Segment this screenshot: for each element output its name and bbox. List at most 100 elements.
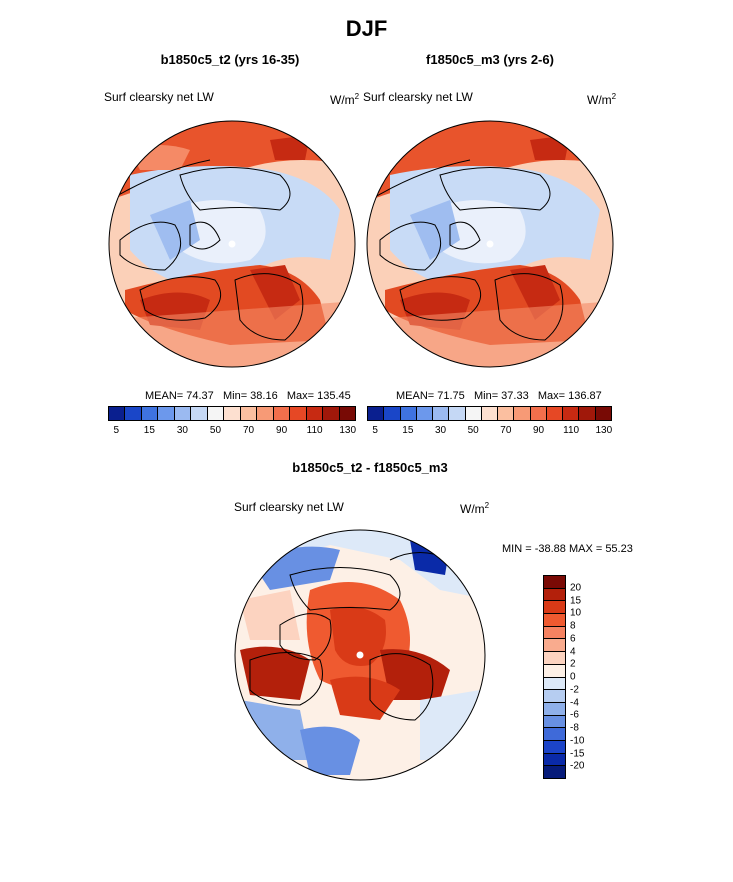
colorbar-swatch [400, 407, 417, 420]
diff-colorbar-swatch [544, 664, 565, 678]
difference-title: b1850c5_t2 - f1850c5_m3 [292, 460, 448, 475]
difference-colorbar-ticks: 20 15 10 8 6 4 2 0 -2 -4 -6 -8 -10 -15 -20 [570, 575, 600, 779]
diff-colorbar-swatch [544, 601, 565, 615]
colorbar-tick-label: 30 [176, 425, 188, 436]
colorbar-swatch [368, 407, 385, 420]
diff-colorbar-swatch [544, 715, 565, 729]
colorbar-swatch [240, 407, 258, 420]
difference-minmax: MIN = -38.88 MAX = 55.23 [502, 543, 633, 555]
colorbar-swatch [433, 407, 450, 420]
diff-colorbar-swatch [544, 728, 565, 741]
diff-colorbar-tick-label: -15 [570, 748, 585, 759]
colorbar-swatch [563, 407, 580, 420]
diff-colorbar-swatch [544, 626, 565, 640]
panel-2-min: Min= 37.33 [473, 390, 529, 402]
diff-colorbar-swatch [544, 766, 565, 778]
colorbar-swatch [579, 407, 596, 420]
colorbar-swatch [595, 407, 611, 420]
panel-2-stats: MEAN= 71.75 Min= 37.33 Max= 136.87 [396, 390, 602, 402]
panel-2-units: W/m2 [587, 92, 616, 107]
colorbar-tick-label: 90 [532, 425, 545, 436]
diff-colorbar-tick-label: 10 [570, 607, 582, 619]
panel-1-variable-label: Surf clearsky net LW [104, 90, 214, 104]
panel-2-units-text: W/m [587, 93, 612, 107]
panel-1-mean: MEAN= 74.37 [145, 390, 214, 402]
colorbar-swatch [224, 407, 241, 420]
difference-map [234, 529, 486, 781]
colorbar-tick-label: 130 [595, 425, 613, 436]
panel-1-colorbar [108, 406, 356, 421]
colorbar-swatch [191, 407, 208, 420]
colorbar-tick-label: 15 [143, 425, 155, 436]
diff-colorbar-tick-label: 0 [570, 671, 576, 683]
colorbar-swatch [109, 407, 126, 420]
colorbar-swatch [174, 407, 192, 420]
diff-colorbar-tick-label: -20 [570, 760, 585, 772]
colorbar-swatch [384, 407, 401, 420]
panel-2-units-sup: 2 [611, 92, 617, 101]
diff-colorbar-swatch [544, 576, 565, 589]
panel-1-max: Max= 135.45 [286, 390, 351, 402]
diff-colorbar-tick-label: 20 [570, 582, 582, 594]
colorbar-tick-label: 110 [306, 425, 323, 436]
diff-colorbar-tick-label: 4 [570, 646, 576, 657]
diff-colorbar-swatch [544, 639, 565, 653]
panel-1-units-text: W/m [330, 93, 355, 107]
panel-2-mean: MEAN= 71.75 [396, 390, 465, 402]
diff-colorbar-tick-label: -4 [570, 697, 579, 708]
panel-2-pole-marker [486, 240, 494, 248]
difference-units-sup: 2 [484, 501, 490, 510]
colorbar-swatch [481, 407, 499, 420]
colorbar-tick-label: 70 [500, 425, 512, 436]
colorbar-swatch [416, 407, 434, 420]
colorbar-swatch [323, 407, 340, 420]
colorbar-swatch [530, 407, 547, 420]
colorbar-swatch [498, 407, 515, 420]
panel-2-colorbar-ticks: 5 15 30 50 70 90 110 130 [367, 425, 612, 439]
colorbar-swatch [207, 407, 225, 420]
diff-colorbar-swatch [544, 588, 565, 602]
difference-pole-marker [356, 651, 364, 659]
colorbar-tick-label: 130 [339, 425, 357, 436]
colorbar-swatch [257, 407, 274, 420]
diff-colorbar-tick-label: 2 [570, 658, 576, 670]
colorbar-tick-label: 50 [467, 425, 479, 436]
panel-1-colorbar-ticks: 5 15 30 50 70 90 110 130 [108, 425, 356, 439]
diff-colorbar-tick-label: 6 [570, 633, 576, 645]
diff-colorbar-swatch [544, 677, 565, 691]
panel-2-colorbar [367, 406, 612, 421]
colorbar-swatch [158, 407, 175, 420]
colorbar-swatch [141, 407, 159, 420]
panel-2-max: Max= 136.87 [537, 390, 602, 402]
diff-colorbar-swatch [544, 690, 565, 703]
colorbar-tick-label: 5 [372, 425, 378, 436]
diff-colorbar-swatch [544, 702, 565, 716]
diff-colorbar-tick-label: 8 [570, 620, 576, 632]
panel-2-variable-label: Surf clearsky net LW [363, 90, 473, 104]
panel-1-stats: MEAN= 74.37 Min= 38.16 Max= 135.45 [145, 390, 351, 402]
colorbar-tick-label: 110 [563, 425, 580, 436]
colorbar-swatch [514, 407, 531, 420]
colorbar-swatch [465, 407, 482, 420]
colorbar-tick-label: 30 [434, 425, 447, 436]
difference-colorbar [543, 575, 566, 779]
panel-1-pole-marker [228, 240, 236, 248]
colorbar-tick-label: 90 [276, 425, 288, 436]
diff-colorbar-tick-label: -10 [570, 735, 585, 747]
difference-variable-label: Surf clearsky net LW [234, 500, 344, 514]
panel-1-units: W/m2 [330, 92, 359, 107]
diff-colorbar-swatch [544, 753, 565, 767]
panel-2-map [366, 120, 614, 368]
colorbar-tick-label: 50 [209, 425, 222, 436]
panel-1-units-sup: 2 [354, 92, 360, 101]
diff-colorbar-swatch [544, 614, 565, 627]
colorbar-tick-label: 5 [113, 425, 120, 436]
colorbar-swatch [306, 407, 324, 420]
panel-1-min: Min= 38.16 [222, 390, 278, 402]
difference-units: W/m2 [460, 501, 489, 516]
diff-colorbar-tick-label: -8 [570, 722, 579, 734]
colorbar-swatch [290, 407, 307, 420]
colorbar-swatch [546, 407, 564, 420]
diff-colorbar-tick-label: -6 [570, 709, 579, 721]
